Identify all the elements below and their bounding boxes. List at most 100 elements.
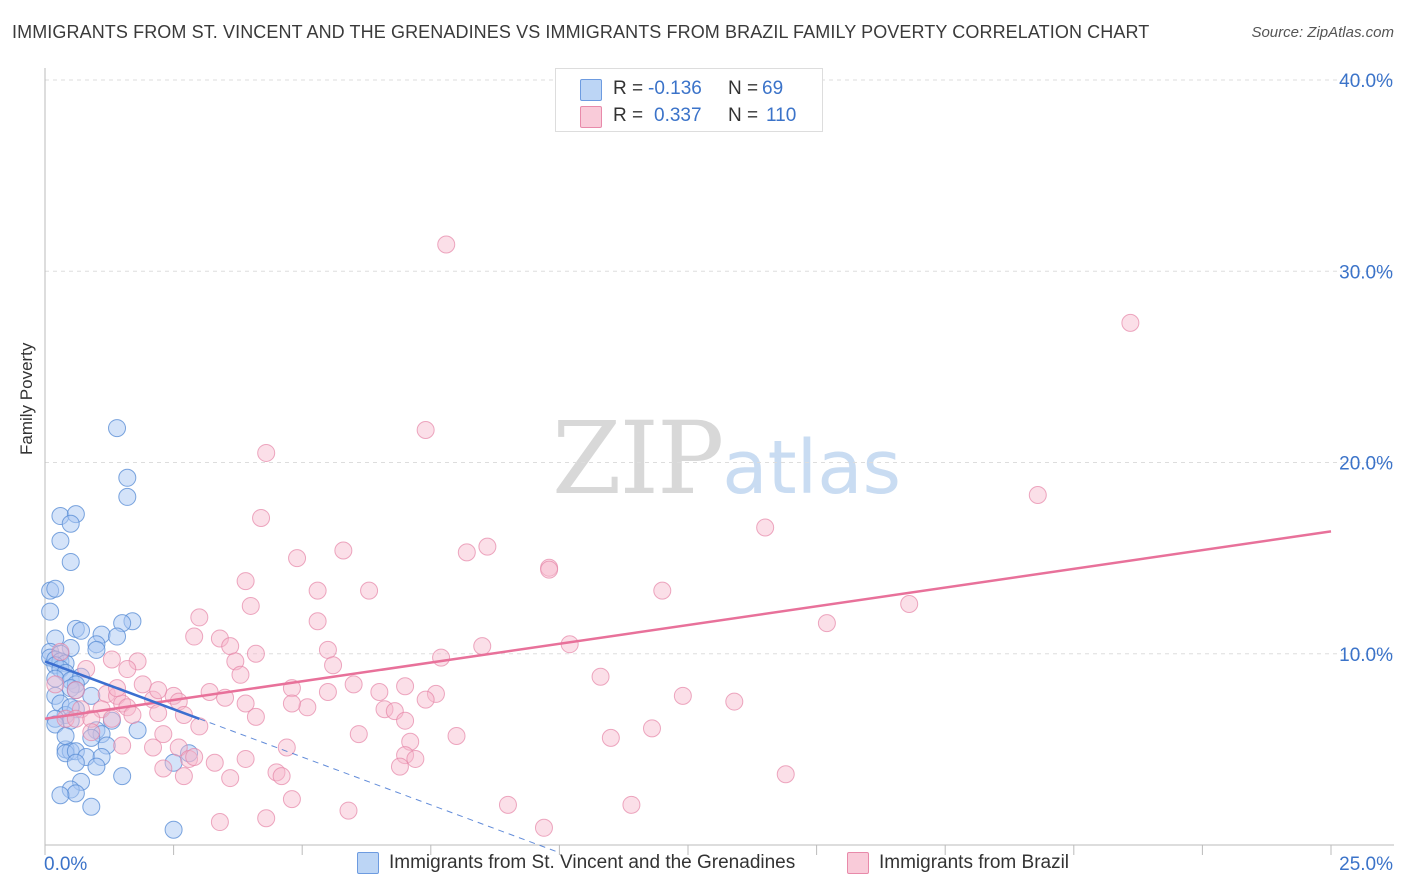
data-point-brazil xyxy=(185,748,204,767)
data-point-brazil xyxy=(190,608,209,627)
data-point-brazil xyxy=(591,667,610,686)
data-point-brazil xyxy=(473,637,492,656)
data-point-brazil xyxy=(272,767,291,786)
data-point-brazil xyxy=(241,596,260,615)
data-point-brazil xyxy=(406,749,425,768)
data-point-vincent xyxy=(108,627,127,646)
data-point-brazil xyxy=(334,541,353,560)
data-point-brazil xyxy=(66,681,85,700)
data-point-brazil xyxy=(324,656,343,675)
y-tick-label: 40.0% xyxy=(1339,71,1393,92)
data-point-brazil xyxy=(46,675,65,694)
chart-title: IMMIGRANTS FROM ST. VINCENT AND THE GREN… xyxy=(12,22,1150,42)
data-point-brazil xyxy=(82,723,101,742)
data-point-brazil xyxy=(339,801,358,820)
data-point-brazil xyxy=(128,652,147,671)
data-point-brazil xyxy=(396,711,415,730)
data-point-brazil xyxy=(282,694,301,713)
legend-n-label: N = xyxy=(728,78,759,99)
y-tick-label: 20.0% xyxy=(1339,454,1393,475)
data-point-brazil xyxy=(653,581,672,600)
watermark: ZIPatlas xyxy=(552,400,901,517)
data-point-brazil xyxy=(344,675,363,694)
data-point-brazil xyxy=(102,650,121,669)
y-tick-label: 10.0% xyxy=(1339,645,1393,666)
data-point-brazil xyxy=(236,749,255,768)
data-point-brazil xyxy=(318,640,337,659)
data-point-brazil xyxy=(370,683,389,701)
data-point-brazil xyxy=(51,642,70,661)
data-point-brazil xyxy=(205,753,224,772)
data-point-brazil xyxy=(118,660,137,679)
data-point-brazil xyxy=(478,537,497,556)
data-point-brazil xyxy=(308,612,327,631)
data-point-brazil xyxy=(318,683,337,701)
data-point-vincent xyxy=(108,419,127,438)
data-point-brazil xyxy=(390,757,409,776)
data-point-brazil xyxy=(776,765,795,784)
legend-n-label: N = xyxy=(728,105,759,126)
data-point-brazil xyxy=(149,681,168,700)
data-point-brazil xyxy=(144,738,163,757)
legend-row-brazil: R = 0.337 N = 110 xyxy=(556,104,822,130)
data-point-brazil xyxy=(231,665,250,684)
data-point-brazil xyxy=(236,572,255,591)
x-tick-label: 25.0% xyxy=(1339,854,1393,875)
data-point-vincent xyxy=(87,640,106,659)
data-point-brazil xyxy=(416,690,435,709)
legend-r-label: R = xyxy=(613,78,644,99)
data-point-brazil xyxy=(817,614,836,633)
data-point-brazil xyxy=(252,508,271,527)
bottom-legend-swatch-vincent xyxy=(357,852,379,874)
data-point-brazil xyxy=(221,637,240,656)
data-point-brazil xyxy=(540,560,559,579)
series-brazil-points xyxy=(46,235,1140,837)
data-point-vincent xyxy=(56,726,75,745)
data-point-vincent xyxy=(128,721,147,740)
data-point-brazil xyxy=(154,725,173,744)
data-point-brazil xyxy=(900,595,919,614)
source-note: Source: ZipAtlas.com xyxy=(1251,24,1394,41)
data-point-brazil xyxy=(277,738,296,757)
data-point-vincent xyxy=(66,784,85,803)
data-point-brazil xyxy=(416,420,435,439)
data-point-brazil xyxy=(673,686,692,705)
legend-r-value-vincent: -0.136 xyxy=(648,78,702,99)
trend-extension-vincent xyxy=(199,718,560,854)
data-point-brazil xyxy=(601,728,620,747)
bottom-legend-label-brazil: Immigrants from Brazil xyxy=(879,852,1070,873)
data-point-vincent xyxy=(51,786,70,805)
data-point-brazil xyxy=(534,818,553,837)
data-point-brazil xyxy=(1028,486,1047,505)
legend-n-value-brazil: 110 xyxy=(766,105,797,126)
data-point-brazil xyxy=(82,709,101,728)
data-point-vincent xyxy=(82,728,101,747)
data-point-brazil xyxy=(113,736,132,755)
data-point-brazil xyxy=(349,725,368,744)
grid-lines xyxy=(45,79,1394,655)
data-point-brazil xyxy=(149,704,168,723)
data-point-brazil xyxy=(123,705,142,724)
data-point-brazil xyxy=(498,795,517,814)
data-point-vincent xyxy=(82,797,101,816)
data-point-brazil xyxy=(174,767,193,786)
legend-n-value-vincent: 69 xyxy=(762,78,784,99)
data-point-vincent xyxy=(61,552,80,571)
data-point-brazil xyxy=(396,677,415,696)
legend-r-label: R = xyxy=(613,105,644,126)
data-point-brazil xyxy=(133,675,152,694)
data-point-vincent xyxy=(41,602,60,621)
data-point-vincent xyxy=(46,579,65,598)
data-point-brazil xyxy=(257,809,276,828)
data-point-brazil xyxy=(154,759,173,778)
data-point-vincent xyxy=(72,621,91,640)
data-point-vincent xyxy=(118,468,137,487)
data-point-brazil xyxy=(437,235,456,254)
legend-swatch-vincent xyxy=(580,79,602,101)
series-vincent-points xyxy=(41,419,199,839)
data-point-vincent xyxy=(51,531,70,550)
data-point-brazil xyxy=(246,707,265,726)
data-point-brazil xyxy=(282,790,301,809)
data-point-brazil xyxy=(200,683,219,701)
bottom-legend-label-vincent: Immigrants from St. Vincent and the Gren… xyxy=(389,852,796,873)
